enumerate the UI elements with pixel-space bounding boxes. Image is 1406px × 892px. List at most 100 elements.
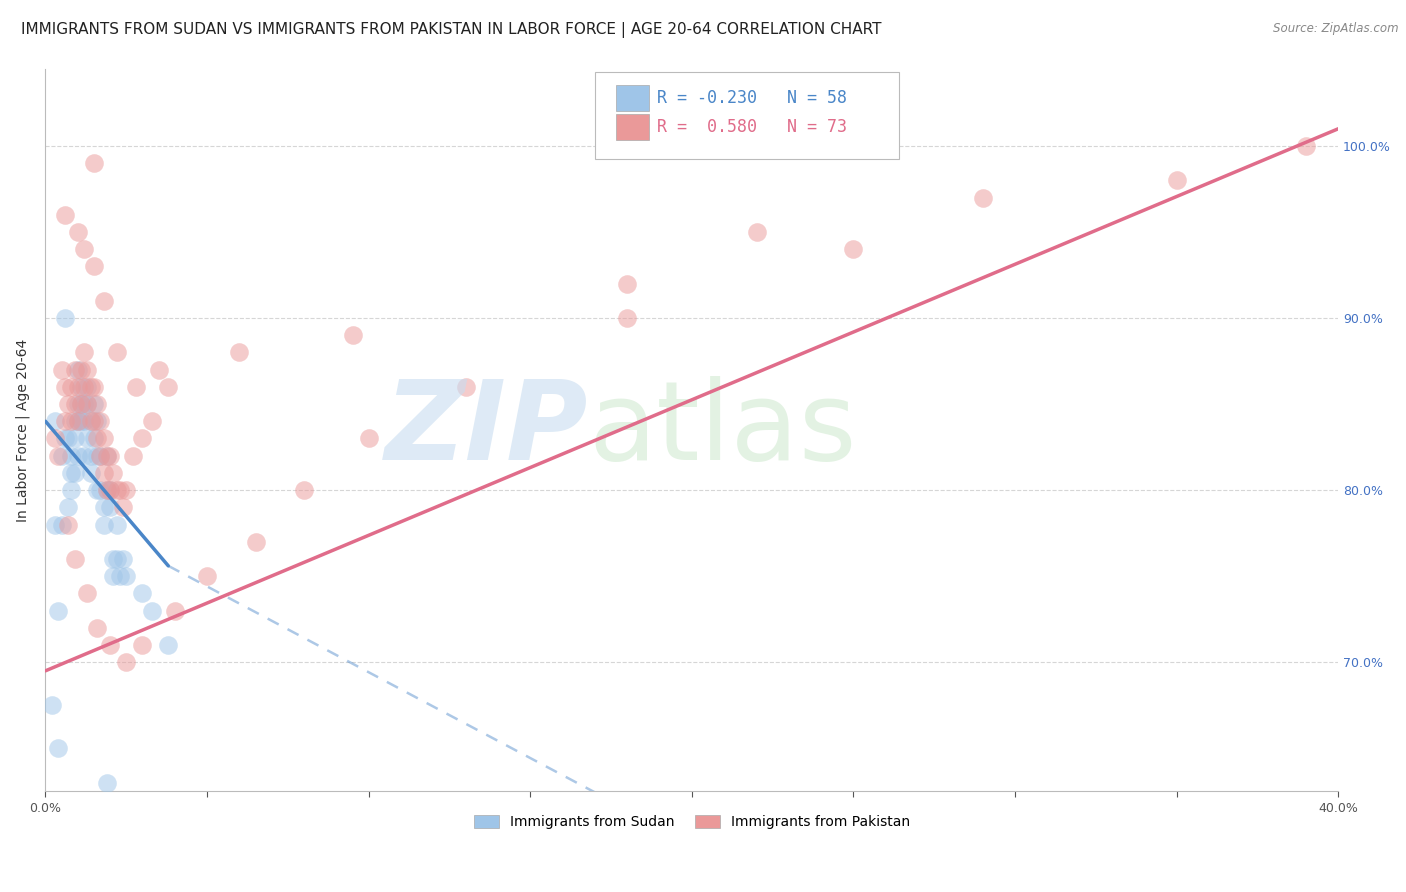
Point	[76, 380, 98, 394]
Point	[83, 414, 105, 428]
Point	[80, 414, 103, 428]
Point	[80, 466, 103, 480]
Point	[454, 380, 477, 394]
Point	[51, 362, 73, 376]
Point	[73, 242, 96, 256]
Point	[56, 432, 79, 446]
Point	[93, 517, 115, 532]
Point	[86, 621, 108, 635]
Point	[44, 414, 66, 428]
Point	[93, 500, 115, 515]
Point	[148, 362, 170, 376]
Point	[163, 604, 186, 618]
Point	[98, 483, 121, 497]
Text: Source: ZipAtlas.com: Source: ZipAtlas.com	[1274, 22, 1399, 36]
Point	[103, 569, 125, 583]
Point	[56, 397, 79, 411]
Point	[972, 191, 994, 205]
Point	[60, 414, 83, 428]
Point	[83, 432, 105, 446]
Point	[76, 397, 98, 411]
Point	[44, 432, 66, 446]
Point	[66, 225, 89, 239]
Point	[86, 483, 108, 497]
Point	[60, 466, 83, 480]
Point	[112, 500, 135, 515]
FancyBboxPatch shape	[595, 72, 898, 159]
Point	[73, 449, 96, 463]
Point	[157, 638, 180, 652]
Point	[53, 414, 76, 428]
Point	[63, 397, 86, 411]
Point	[98, 483, 121, 497]
Point	[115, 655, 138, 669]
Point	[80, 414, 103, 428]
Point	[76, 586, 98, 600]
Point	[70, 397, 93, 411]
Point	[105, 517, 128, 532]
Point	[105, 552, 128, 566]
Point	[115, 569, 138, 583]
Point	[63, 432, 86, 446]
Point	[66, 380, 89, 394]
Point	[66, 397, 89, 411]
Point	[96, 449, 118, 463]
Point	[195, 569, 218, 583]
Point	[89, 449, 111, 463]
FancyBboxPatch shape	[616, 85, 650, 112]
Point	[96, 449, 118, 463]
Point	[53, 432, 76, 446]
Point	[70, 380, 93, 394]
Point	[73, 345, 96, 359]
Point	[76, 397, 98, 411]
Text: ZIP: ZIP	[385, 376, 589, 483]
Point	[60, 380, 83, 394]
Point	[616, 277, 638, 291]
Point	[83, 260, 105, 274]
Point	[63, 466, 86, 480]
Point	[103, 466, 125, 480]
Point	[108, 483, 131, 497]
Point	[70, 414, 93, 428]
Point	[70, 362, 93, 376]
Point	[48, 449, 70, 463]
Point	[70, 397, 93, 411]
Point	[105, 345, 128, 359]
Point	[86, 397, 108, 411]
Point	[63, 552, 86, 566]
Point	[70, 414, 93, 428]
Point	[66, 414, 89, 428]
Point	[51, 449, 73, 463]
Point	[141, 414, 163, 428]
Point	[93, 466, 115, 480]
Point	[98, 500, 121, 515]
Text: atlas: atlas	[589, 376, 856, 483]
Point	[76, 362, 98, 376]
Y-axis label: In Labor Force | Age 20-64: In Labor Force | Age 20-64	[15, 338, 30, 522]
Point	[66, 362, 89, 376]
Point	[83, 156, 105, 170]
Point	[96, 775, 118, 789]
Point	[131, 586, 153, 600]
Point	[745, 225, 768, 239]
Point	[86, 432, 108, 446]
Point	[63, 414, 86, 428]
Point	[115, 483, 138, 497]
Text: R = -0.230   N = 58: R = -0.230 N = 58	[657, 89, 846, 107]
Point	[93, 432, 115, 446]
Point	[157, 380, 180, 394]
Point	[76, 432, 98, 446]
Point	[86, 414, 108, 428]
Point	[125, 380, 148, 394]
Point	[121, 449, 143, 463]
Point	[89, 449, 111, 463]
Point	[44, 517, 66, 532]
Point	[83, 380, 105, 394]
Point	[63, 362, 86, 376]
Point	[357, 432, 380, 446]
Point	[89, 414, 111, 428]
Point	[1295, 139, 1317, 153]
Point	[41, 698, 63, 713]
Point	[48, 741, 70, 756]
Point	[89, 483, 111, 497]
